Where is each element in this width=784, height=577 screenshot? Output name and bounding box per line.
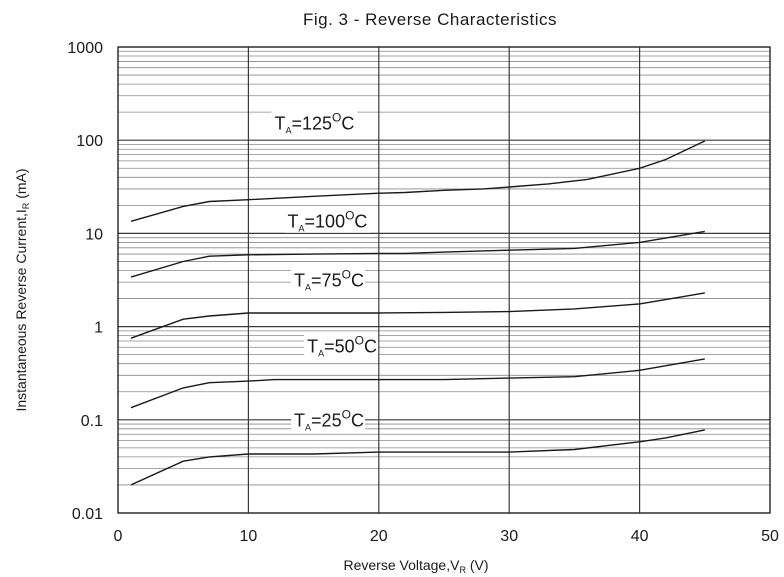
series-label-degree: O (342, 407, 351, 421)
x-axis-label-sub: R (459, 565, 466, 575)
series-label-bg (271, 110, 358, 135)
series-label-temp: =50 (324, 336, 355, 356)
x-tick-labels: 0 10 20 30 40 50 (114, 528, 779, 545)
x-tick-label: 0 (114, 528, 123, 545)
series-line (130, 358, 705, 409)
series-label-bg (291, 267, 366, 292)
series-label-temp: =75 (311, 270, 342, 290)
grid-lines (117, 46, 771, 514)
y-axis-label: Instantaneous Reverse Current,IR (mA) (13, 168, 31, 411)
x-tick-label: 20 (370, 528, 388, 545)
y-axis-label-unit: (mA) (13, 168, 29, 202)
plot-frame (117, 46, 771, 514)
series-label-temp: =25 (311, 410, 342, 430)
series-label: TA=50OC (307, 333, 377, 358)
y-tick-label: 0.01 (72, 506, 103, 523)
x-axis-label-unit: (V) (466, 557, 489, 573)
y-tick-label: 10 (85, 226, 103, 243)
series-label-t: T (274, 114, 285, 134)
y-tick-label: 100 (76, 133, 103, 150)
x-axis-label-main: Reverse Voltage,V (343, 557, 460, 573)
series-label-sub: A (318, 348, 324, 358)
series-line (130, 140, 706, 222)
series-label-t: T (307, 336, 318, 356)
series-label: TA=75OC (294, 267, 364, 292)
y-axis-label-sub: R (21, 202, 31, 209)
series-label-unit: C (341, 114, 354, 134)
series-label: TA=100OC (288, 209, 368, 234)
series-label-unit: C (354, 212, 367, 232)
series-label-degree: O (332, 111, 341, 125)
y-tick-label: 0.1 (81, 413, 103, 430)
series-label-t: T (294, 410, 305, 430)
series-label-sub: A (305, 282, 311, 292)
series-label-degree: O (355, 333, 364, 347)
series-label-unit: C (364, 336, 377, 356)
x-tick-label: 10 (240, 528, 258, 545)
series-line (130, 429, 705, 486)
x-axis-label: Reverse Voltage,VR (V) (343, 557, 488, 575)
series-label-unit: C (351, 270, 364, 290)
x-tick-label: 50 (761, 528, 779, 545)
series-label-bg (304, 333, 379, 358)
y-tick-labels: 0.01 0.1 1 10 100 1000 (67, 40, 103, 523)
series-label: TA=125OC (274, 111, 354, 136)
y-axis-label-main: Instantaneous Reverse Current,I (13, 209, 29, 411)
series-label-t: T (294, 270, 305, 290)
series-label-sub: A (285, 126, 291, 136)
y-tick-label: 1000 (67, 40, 103, 57)
series-label-temp: =100 (305, 212, 346, 232)
series-label-t: T (288, 212, 299, 232)
series-line (130, 292, 705, 339)
x-tick-label: 30 (500, 528, 518, 545)
series-label-unit: C (351, 410, 364, 430)
series-label-sub: A (299, 224, 305, 234)
series-label-degree: O (342, 267, 351, 281)
series-label-bg (284, 208, 371, 233)
x-tick-label: 40 (631, 528, 649, 545)
y-tick-label: 1 (94, 320, 103, 337)
series-line (130, 230, 705, 278)
series-label-degree: O (345, 209, 354, 223)
series-label-sub: A (305, 422, 311, 432)
series-label: TA=25OC (294, 407, 364, 432)
series-label-bg (291, 407, 366, 432)
chart-title: Fig. 3 - Reverse Characteristics (303, 10, 557, 29)
series-label-temp: =125 (291, 114, 332, 134)
